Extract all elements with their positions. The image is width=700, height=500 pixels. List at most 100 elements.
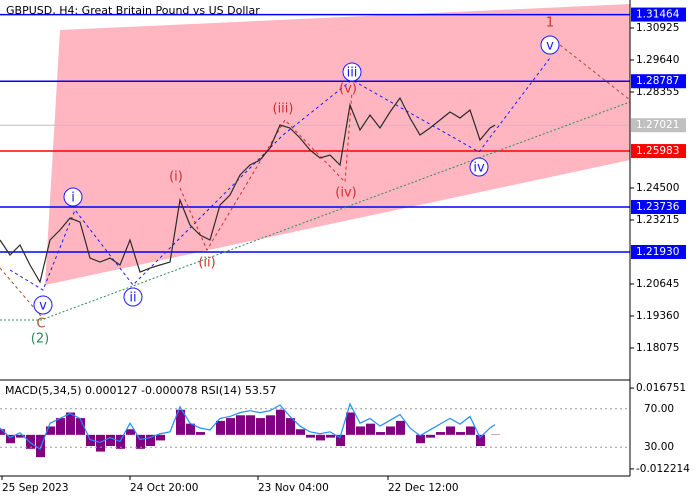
histogram-bar (426, 434, 435, 438)
histogram-bar (236, 415, 245, 435)
histogram-bar (396, 420, 405, 435)
histogram-bar (0, 429, 5, 435)
histogram-bar (306, 434, 315, 438)
level-label: 1.21930 (636, 246, 679, 258)
wave-circle (540, 35, 560, 55)
wave-line (559, 44, 631, 101)
y-tick-label: 0.016751 (636, 382, 686, 394)
y-tick-label: 1.29640 (636, 54, 679, 66)
histogram-bar (186, 423, 195, 435)
chart-title: GBPUSD, H4: Great Britain Pound vs US Do… (6, 4, 260, 17)
histogram-bar (216, 420, 225, 435)
histogram-bar (446, 426, 455, 435)
histogram-bar (296, 429, 305, 435)
wave-lines (0, 44, 631, 321)
x-tick-label: 25 Sep 2023 (2, 482, 69, 494)
wave-label: ii (129, 291, 136, 306)
histogram-bar (86, 434, 95, 447)
level-label-box (631, 200, 686, 215)
wave-circle (469, 157, 489, 177)
y-tick-label: 1.28355 (636, 86, 679, 98)
level-label: 1.28787 (636, 75, 679, 87)
levels (0, 13, 630, 253)
histogram-bar (46, 426, 55, 435)
wave-circle (342, 62, 362, 82)
level-label: 1.27021 (636, 119, 679, 131)
histogram-bar (326, 434, 335, 438)
y-tick-label: 1.30925 (636, 22, 679, 34)
x-tick-label: 22 Dec 12:00 (388, 482, 459, 494)
rsi-line (0, 402, 496, 451)
y2-tick-label: 70.00 (644, 403, 674, 415)
wave-label: v (39, 299, 47, 314)
y-tick-label: 1.19360 (636, 310, 679, 322)
histogram-bar (376, 432, 385, 435)
price-line (0, 96, 496, 284)
histogram-bar (116, 434, 125, 449)
wave-label: (iv) (335, 186, 356, 201)
histogram-bar (226, 418, 235, 435)
histogram-bar (366, 423, 375, 435)
histogram-bar (356, 426, 365, 435)
histogram-bar (56, 418, 65, 435)
histogram-bar (126, 429, 135, 435)
level-label-box (631, 144, 686, 159)
plot (0, 96, 500, 458)
y-tick-label: 1.18075 (636, 342, 679, 354)
histogram-bar (176, 409, 185, 435)
histogram-bar (386, 426, 395, 435)
wave-label: v (546, 39, 554, 54)
histogram-bar (76, 418, 85, 435)
histogram-bar (36, 434, 45, 458)
histogram-bar (316, 434, 325, 441)
histogram-bar (286, 418, 295, 435)
histogram-bar (196, 432, 205, 435)
y-tick-label: -0.012214 (636, 463, 690, 475)
wave-label: 1 (546, 16, 554, 31)
histogram-bar (156, 434, 165, 441)
histogram-bar (26, 434, 35, 449)
target-zone (45, 4, 630, 285)
y2-tick-label: 30.00 (644, 441, 674, 453)
wave-label: C (36, 317, 45, 332)
histogram-bar (136, 434, 145, 449)
level-label-box (631, 244, 686, 259)
x-tick-label: 23 Nov 04:00 (258, 482, 329, 494)
indicator-title: MACD(5,34,5) 0.000127 -0.000078 RSI(14) … (5, 384, 276, 397)
histogram-bar (456, 432, 465, 435)
histogram-bar (336, 434, 345, 447)
histogram-bar (66, 412, 75, 435)
histogram-bar (416, 434, 425, 444)
level-label-box (631, 7, 686, 22)
wave-label: iii (347, 66, 358, 81)
level-label-box (631, 74, 686, 89)
level-label: 1.31464 (636, 9, 680, 21)
y-tick-label: 1.20645 (636, 278, 679, 290)
wave-label: iv (473, 161, 485, 176)
histogram-bar (436, 432, 445, 435)
histogram-bar (266, 415, 275, 435)
wave-label: (2) (31, 332, 49, 347)
histogram-bar (246, 415, 255, 435)
histogram-bar (96, 434, 105, 452)
histogram-bar (476, 434, 485, 447)
histogram-bar (256, 418, 265, 435)
wave-circle (33, 295, 53, 315)
wave-line (0, 267, 42, 317)
histogram-bar (146, 434, 155, 447)
histogram-bar (466, 426, 475, 435)
y-tick-label: 1.23215 (636, 214, 679, 226)
level-label-box (631, 118, 686, 133)
histogram-bar (106, 434, 115, 447)
histogram-bar (346, 412, 355, 435)
wave-label: i (71, 191, 75, 206)
wave-label: (iii) (273, 102, 294, 117)
wave-label: (v) (339, 82, 357, 97)
level-label: 1.23736 (636, 201, 680, 213)
y-tick-label: 1.24500 (636, 182, 679, 194)
wave-label: (ii) (198, 256, 215, 271)
x-tick-label: 24 Oct 20:00 (130, 482, 198, 494)
wave-label: (i) (169, 170, 183, 185)
wave-line (9, 57, 551, 291)
trend-line (0, 101, 631, 321)
